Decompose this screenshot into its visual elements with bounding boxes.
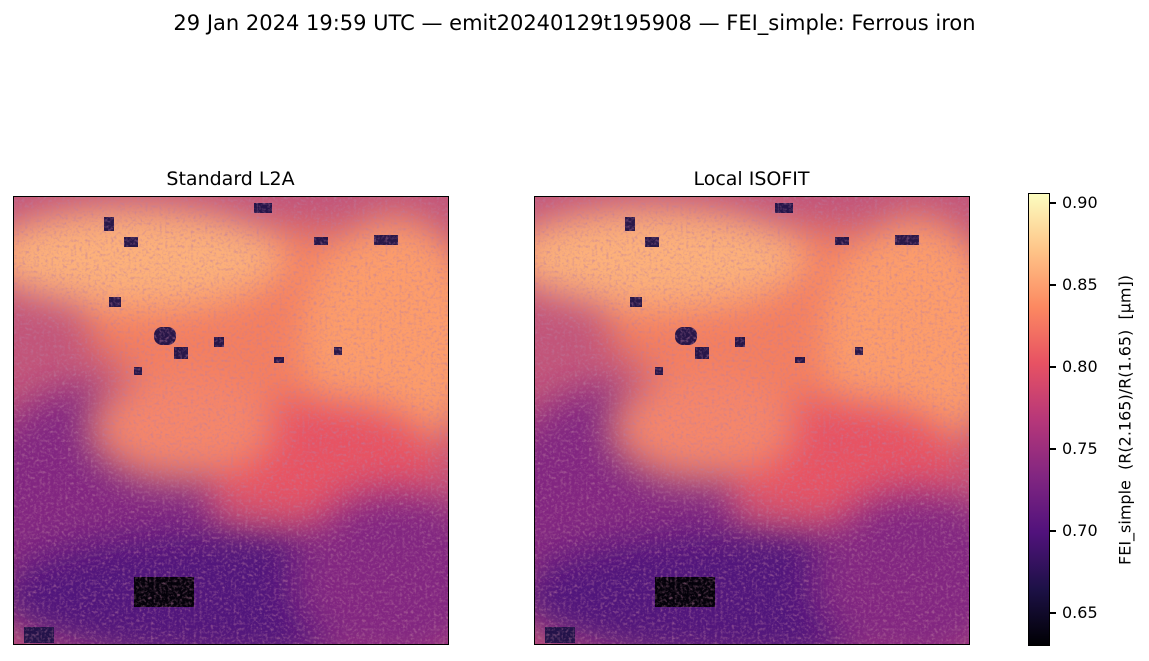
colorbar-tick-label: 0.70	[1062, 521, 1098, 540]
colorbar-tick	[1050, 202, 1056, 204]
panel-title-standard-l2a: Standard L2A	[166, 168, 295, 190]
colorbar-tick-label: 0.75	[1062, 439, 1098, 458]
colorbar-tick	[1050, 366, 1056, 368]
colorbar-tick-label: 0.85	[1062, 275, 1098, 294]
colorbar-tick	[1050, 448, 1056, 450]
colorbar	[1028, 193, 1050, 646]
colorbar-tick-label: 0.80	[1062, 357, 1098, 376]
colorbar-tick-label: 0.90	[1062, 193, 1098, 212]
colorbar-tick-label: 0.65	[1062, 603, 1098, 622]
colorbar-tick	[1050, 284, 1056, 286]
local-isofit-image	[534, 196, 970, 645]
figure-title: 29 Jan 2024 19:59 UTC — emit20240129t195…	[173, 11, 976, 35]
standard-l2a-image	[13, 196, 449, 645]
colorbar-tick	[1050, 530, 1056, 532]
colorbar-tick	[1050, 612, 1056, 614]
panel-title-local-isofit: Local ISOFIT	[693, 168, 810, 190]
colorbar-label: FEI_simple (R(2.165)/R(1.65) [μm])	[1115, 275, 1135, 565]
